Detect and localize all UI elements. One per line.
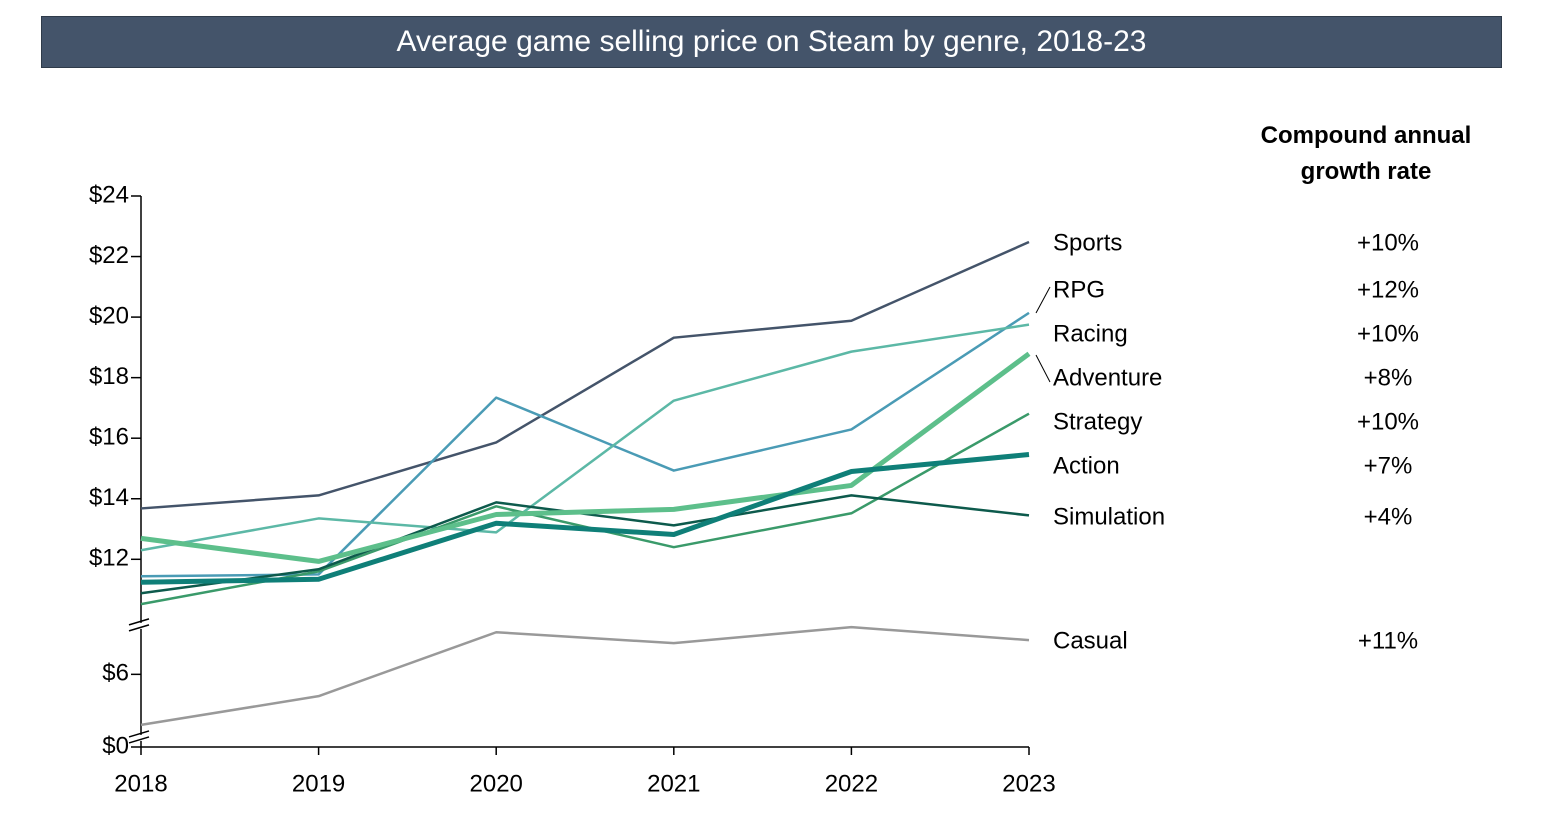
axis-break bbox=[128, 618, 150, 626]
y-tick-label: $20 bbox=[89, 302, 129, 329]
y-tick-label: $24 bbox=[89, 181, 129, 208]
x-tick-label: 2018 bbox=[114, 770, 167, 797]
x-tick-label: 2023 bbox=[1002, 770, 1055, 797]
series-line bbox=[140, 452, 1030, 585]
x-tick-label: 2020 bbox=[470, 770, 523, 797]
axis-break-gap bbox=[135, 734, 147, 741]
y-tick-label: $22 bbox=[89, 242, 129, 269]
growth-header: Compound annual growth rate bbox=[1260, 122, 1472, 185]
growth-rate: +8% bbox=[1364, 364, 1413, 391]
axis-break bbox=[128, 624, 150, 632]
y-tick-label: $14 bbox=[89, 484, 129, 511]
growth-rate: +7% bbox=[1364, 452, 1413, 479]
leader-line bbox=[1035, 354, 1051, 383]
y-tick-label: $12 bbox=[89, 545, 129, 572]
legend-label: Casual bbox=[1053, 627, 1128, 654]
series-line bbox=[140, 351, 1031, 564]
growth-rate: +12% bbox=[1357, 276, 1419, 303]
legend-label: Strategy bbox=[1053, 408, 1142, 435]
series-line bbox=[140, 240, 1030, 510]
growth-rate: +10% bbox=[1357, 320, 1419, 347]
legend-label: Racing bbox=[1053, 320, 1128, 347]
y-tick-label: $18 bbox=[89, 363, 129, 390]
axis-break bbox=[128, 730, 150, 738]
legend-label: Simulation bbox=[1053, 503, 1165, 530]
x-tick-label: 2022 bbox=[825, 770, 878, 797]
axis-break-gap bbox=[135, 622, 147, 629]
growth-rate: +10% bbox=[1357, 408, 1419, 435]
legend-label: RPG bbox=[1053, 276, 1105, 303]
y-tick-label: $0 bbox=[102, 732, 129, 759]
series-line bbox=[140, 625, 1030, 727]
series-line bbox=[140, 323, 1030, 552]
x-tick-label: 2021 bbox=[647, 770, 700, 797]
growth-rate: +11% bbox=[1358, 627, 1418, 654]
leader-line bbox=[1035, 286, 1051, 314]
legend-label: Action bbox=[1053, 452, 1120, 479]
growth-rate: +10% bbox=[1357, 229, 1419, 256]
x-tick-label: 2019 bbox=[292, 770, 345, 797]
chart-title: Average game selling price on Steam by g… bbox=[41, 16, 1502, 68]
y-tick-label: $16 bbox=[89, 424, 129, 451]
series-line bbox=[140, 311, 1030, 578]
legend-label: Adventure bbox=[1053, 364, 1162, 391]
axis-break bbox=[128, 736, 150, 744]
growth-rate: +4% bbox=[1364, 503, 1413, 530]
legend-label: Sports bbox=[1053, 229, 1122, 256]
y-tick-label: $6 bbox=[102, 660, 129, 687]
